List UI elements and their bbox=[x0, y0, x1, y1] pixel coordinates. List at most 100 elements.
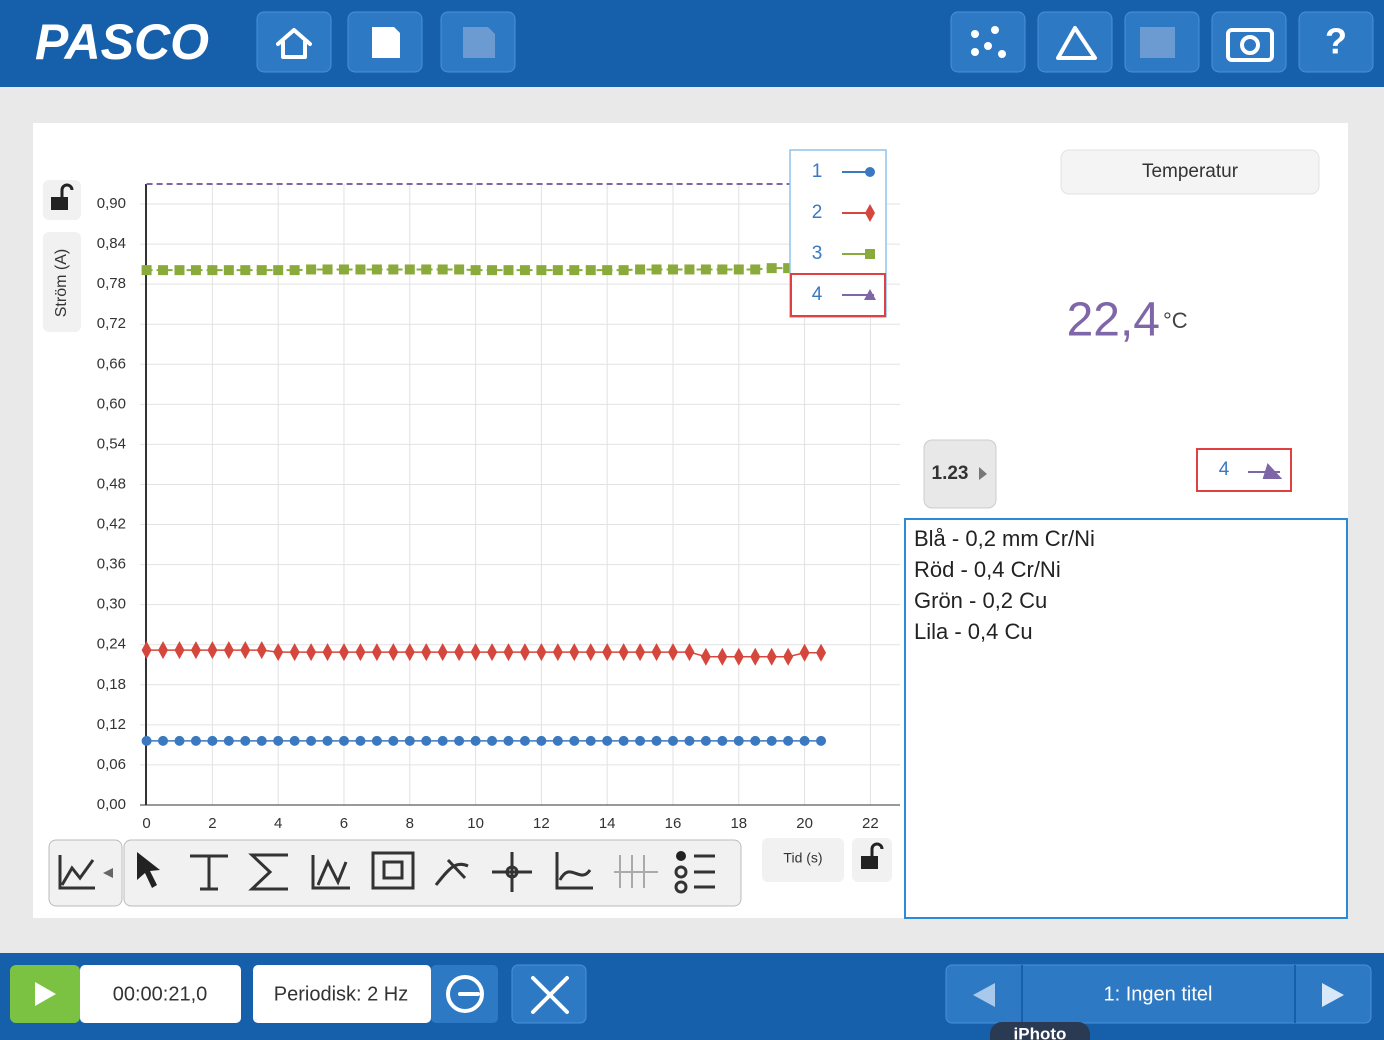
y-label-box[interactable] bbox=[43, 232, 81, 332]
data-point bbox=[207, 735, 218, 746]
camera-button[interactable] bbox=[1211, 11, 1287, 73]
note-line: Blå - 0,2 mm Cr/Ni bbox=[914, 526, 1095, 551]
data-point bbox=[783, 647, 794, 666]
close-button[interactable] bbox=[440, 11, 516, 73]
data-point bbox=[322, 264, 333, 275]
data-point bbox=[569, 265, 580, 276]
data-point bbox=[190, 265, 201, 276]
notes-box[interactable] bbox=[904, 518, 1348, 919]
y-tick-label: 0,60 bbox=[97, 395, 126, 412]
page-title[interactable]: 1: Ingen titel bbox=[1104, 983, 1213, 1005]
tools-button[interactable] bbox=[1037, 11, 1113, 73]
sampling-box[interactable] bbox=[253, 965, 431, 1023]
x-lock[interactable] bbox=[852, 838, 892, 882]
data-point bbox=[750, 647, 761, 666]
next-page[interactable] bbox=[1322, 983, 1344, 1007]
y-tick-label: 0,90 bbox=[97, 195, 126, 212]
tab-label: iPhoto bbox=[1014, 1024, 1067, 1040]
data-point bbox=[470, 643, 481, 662]
meter-series-icon bbox=[1248, 463, 1283, 479]
data-point bbox=[552, 265, 563, 276]
prev-page[interactable] bbox=[973, 983, 995, 1007]
data-point bbox=[388, 264, 399, 275]
data-point bbox=[651, 735, 662, 746]
x-tick-label: 6 bbox=[340, 815, 348, 832]
data-point bbox=[322, 735, 333, 746]
data-point bbox=[437, 643, 448, 662]
sampling-options[interactable] bbox=[431, 965, 498, 1023]
data-point bbox=[388, 735, 399, 746]
data-point bbox=[684, 735, 695, 746]
data-point bbox=[733, 735, 744, 746]
data-point bbox=[717, 735, 728, 746]
data-point bbox=[552, 643, 563, 662]
data-point bbox=[750, 264, 761, 275]
x-axis-label: Tid (s) bbox=[783, 850, 822, 866]
legend-label: 2 bbox=[812, 202, 823, 223]
data-point bbox=[421, 264, 432, 275]
new-button[interactable] bbox=[347, 11, 423, 73]
legend-label: 3 bbox=[812, 243, 823, 264]
data-point bbox=[141, 735, 152, 746]
points-button[interactable] bbox=[950, 11, 1026, 73]
data-point bbox=[519, 735, 530, 746]
meter-series-box[interactable] bbox=[1196, 448, 1292, 492]
x-label-box[interactable] bbox=[762, 838, 844, 882]
digits-button[interactable] bbox=[923, 439, 997, 509]
meter-series-label: 4 bbox=[1219, 459, 1230, 480]
journal-button[interactable] bbox=[1124, 11, 1200, 73]
data-point bbox=[306, 735, 317, 746]
data-point bbox=[783, 735, 794, 746]
data-point bbox=[158, 265, 169, 276]
data-point bbox=[223, 641, 234, 660]
data-point bbox=[273, 265, 284, 276]
data-point bbox=[158, 735, 169, 746]
legend-marker bbox=[865, 204, 875, 222]
data-point bbox=[684, 643, 695, 662]
y-tick-label: 0,30 bbox=[97, 596, 126, 613]
start-button[interactable] bbox=[10, 965, 80, 1023]
settings-button[interactable] bbox=[511, 964, 587, 1024]
data-point bbox=[240, 265, 251, 276]
y-tick-label: 0,00 bbox=[97, 796, 126, 813]
data-point bbox=[651, 643, 662, 662]
data-point bbox=[585, 643, 596, 662]
data-point bbox=[371, 264, 382, 275]
y-tick-label: 0,42 bbox=[97, 516, 126, 533]
data-point bbox=[602, 265, 613, 276]
data-point bbox=[141, 265, 152, 276]
home-button[interactable] bbox=[256, 11, 332, 73]
data-point bbox=[783, 263, 794, 274]
y-lock[interactable] bbox=[43, 180, 81, 220]
data-point bbox=[404, 643, 415, 662]
note-line: Röd - 0,4 Cr/Ni bbox=[914, 557, 1061, 582]
data-point bbox=[174, 265, 185, 276]
y-tick-label: 0,12 bbox=[97, 716, 126, 733]
data-point bbox=[487, 265, 498, 276]
y-tick-label: 0,84 bbox=[97, 235, 126, 252]
data-point bbox=[371, 735, 382, 746]
data-point bbox=[174, 641, 185, 660]
x-tick-label: 0 bbox=[142, 815, 150, 832]
data-point bbox=[766, 263, 777, 274]
meter-title-box[interactable] bbox=[1060, 149, 1320, 195]
graph-toolbar[interactable] bbox=[48, 839, 742, 907]
data-point bbox=[421, 735, 432, 746]
data-point bbox=[733, 264, 744, 275]
data-point bbox=[454, 643, 465, 662]
note-line: Lila - 0,4 Cu bbox=[914, 619, 1033, 644]
data-point bbox=[388, 643, 399, 662]
data-point bbox=[750, 735, 761, 746]
legend-label: 1 bbox=[812, 161, 823, 182]
data-point bbox=[717, 647, 728, 666]
help-button[interactable]: ? bbox=[1298, 11, 1374, 73]
time-box bbox=[80, 965, 241, 1023]
data-point bbox=[454, 264, 465, 275]
y-tick-label: 0,36 bbox=[97, 556, 126, 573]
data-point bbox=[437, 735, 448, 746]
data-point bbox=[569, 643, 580, 662]
data-point bbox=[536, 735, 547, 746]
legend-marker bbox=[865, 249, 875, 259]
y-tick-label: 0,48 bbox=[97, 475, 126, 492]
